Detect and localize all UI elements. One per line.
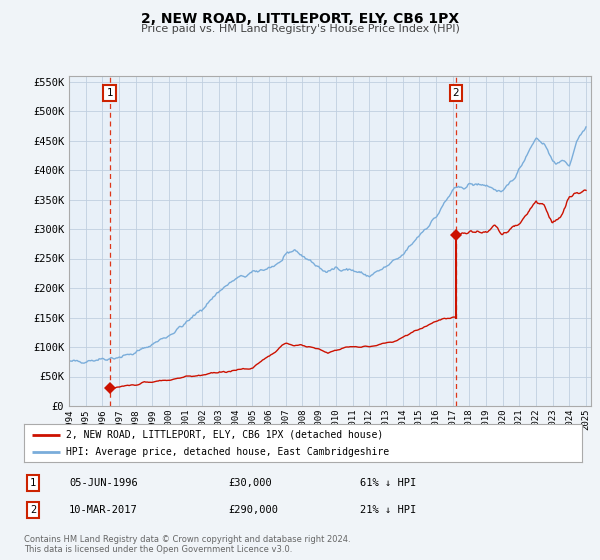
Text: 21% ↓ HPI: 21% ↓ HPI [360, 505, 416, 515]
Text: HPI: Average price, detached house, East Cambridgeshire: HPI: Average price, detached house, East… [66, 447, 389, 458]
Text: 1: 1 [106, 88, 113, 99]
Text: 1: 1 [30, 478, 36, 488]
Text: 61% ↓ HPI: 61% ↓ HPI [360, 478, 416, 488]
Text: 2: 2 [30, 505, 36, 515]
Text: £30,000: £30,000 [228, 478, 272, 488]
Text: 05-JUN-1996: 05-JUN-1996 [69, 478, 138, 488]
Text: This data is licensed under the Open Government Licence v3.0.: This data is licensed under the Open Gov… [24, 545, 292, 554]
Text: Price paid vs. HM Land Registry's House Price Index (HPI): Price paid vs. HM Land Registry's House … [140, 24, 460, 34]
Text: 10-MAR-2017: 10-MAR-2017 [69, 505, 138, 515]
Text: 2: 2 [452, 88, 459, 99]
Text: £290,000: £290,000 [228, 505, 278, 515]
Text: 2, NEW ROAD, LITTLEPORT, ELY, CB6 1PX: 2, NEW ROAD, LITTLEPORT, ELY, CB6 1PX [141, 12, 459, 26]
Text: 2, NEW ROAD, LITTLEPORT, ELY, CB6 1PX (detached house): 2, NEW ROAD, LITTLEPORT, ELY, CB6 1PX (d… [66, 430, 383, 440]
Text: Contains HM Land Registry data © Crown copyright and database right 2024.: Contains HM Land Registry data © Crown c… [24, 535, 350, 544]
